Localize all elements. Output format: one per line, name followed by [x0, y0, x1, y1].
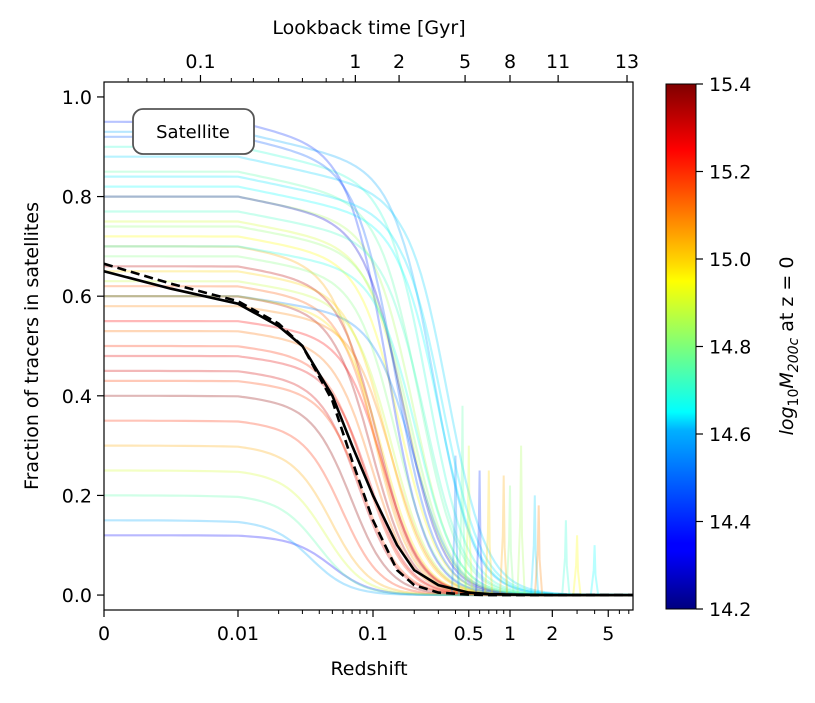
- top-tick-label: 1: [349, 51, 361, 73]
- y-tick-label: 0.0: [62, 585, 92, 607]
- member-track-spike: [474, 470, 485, 596]
- colorbar-gradient: [665, 83, 697, 610]
- y-axis: 0.0 0.2 0.4 0.6 0.8 1.0: [62, 87, 104, 607]
- colorbar-tick-label: 14.6: [709, 424, 751, 446]
- x-axis: 0 0.01 0.1 0.5 1 2 5: [98, 610, 630, 645]
- top-tick-label: 5: [459, 51, 471, 73]
- top-tick-label: 0.1: [185, 51, 215, 73]
- y-tick-label: 0.2: [62, 485, 92, 507]
- member-track-spike: [589, 545, 600, 596]
- x-tick-label: 5: [602, 623, 614, 645]
- x-tick-label: 0.5: [454, 623, 484, 645]
- colorbar-ticks: 14.2 14.4 14.6 14.8 15.0 15.2 15.4: [696, 74, 751, 621]
- series-line-dashed: [104, 262, 633, 597]
- member-track-spike: [464, 445, 474, 596]
- x-tick-label: 0.1: [358, 623, 388, 645]
- colorbar-tick-label: 15.4: [709, 74, 751, 96]
- member-track: [104, 534, 630, 597]
- x-tick-label: 0.01: [217, 623, 259, 645]
- y-tick-label: 1.0: [62, 87, 92, 109]
- member-track: [104, 280, 630, 597]
- series-line-solid: [104, 270, 633, 597]
- member-track: [104, 155, 630, 597]
- colorbar-tick-label: 14.2: [709, 599, 751, 621]
- y-tick-label: 0.6: [62, 286, 92, 308]
- member-track-spike: [457, 405, 467, 596]
- colorbar-tick-label: 15.2: [709, 162, 751, 184]
- colorbar-tick-label: 14.8: [709, 337, 751, 359]
- colorbar-tick-label: 15.0: [709, 249, 751, 271]
- member-track-spike: [450, 455, 460, 596]
- top-axis: 0.1 1 2 5 8 11 13: [127, 51, 639, 82]
- x-tick-label: 1: [504, 623, 516, 645]
- member-track: [104, 175, 630, 597]
- member-track-spike: [561, 520, 571, 596]
- top-tick-label: 2: [393, 51, 405, 73]
- colorbar-label: log10M200c at z = 0: [776, 257, 802, 436]
- member-track-spike: [505, 485, 515, 596]
- member-track-spike: [484, 470, 494, 596]
- y-tick-label: 0.8: [62, 187, 92, 209]
- x-axis-label: Redshift: [330, 658, 407, 680]
- panel-label-box: Satellite: [132, 108, 255, 155]
- colorbar: 14.2 14.4 14.6 14.8 15.0 15.2 15.4 log10M200c …: [665, 74, 802, 621]
- panel-label: Satellite: [156, 122, 230, 143]
- top-tick-label: 13: [615, 51, 639, 73]
- member-track-spike: [572, 535, 582, 596]
- median-series: [104, 262, 633, 597]
- x-tick-label: 0: [98, 623, 110, 645]
- member-track-spike: [533, 505, 544, 596]
- y-tick-label: 0.4: [62, 386, 92, 408]
- member-tracks: [104, 120, 630, 597]
- member-track-spike: [530, 495, 540, 596]
- x-tick-label: 2: [546, 623, 558, 645]
- top-tick-label: 11: [546, 51, 570, 73]
- member-track-spike: [516, 445, 526, 596]
- plot-frame: [103, 81, 634, 611]
- colorbar-tick-label: 14.4: [709, 512, 751, 534]
- member-track: [104, 170, 630, 597]
- member-track-spike: [499, 475, 509, 596]
- top-axis-label: Lookback time [Gyr]: [272, 17, 465, 39]
- top-tick-label: 8: [504, 51, 516, 73]
- member-track: [104, 469, 630, 597]
- y-axis-label: Fraction of tracers in satellites: [21, 202, 43, 490]
